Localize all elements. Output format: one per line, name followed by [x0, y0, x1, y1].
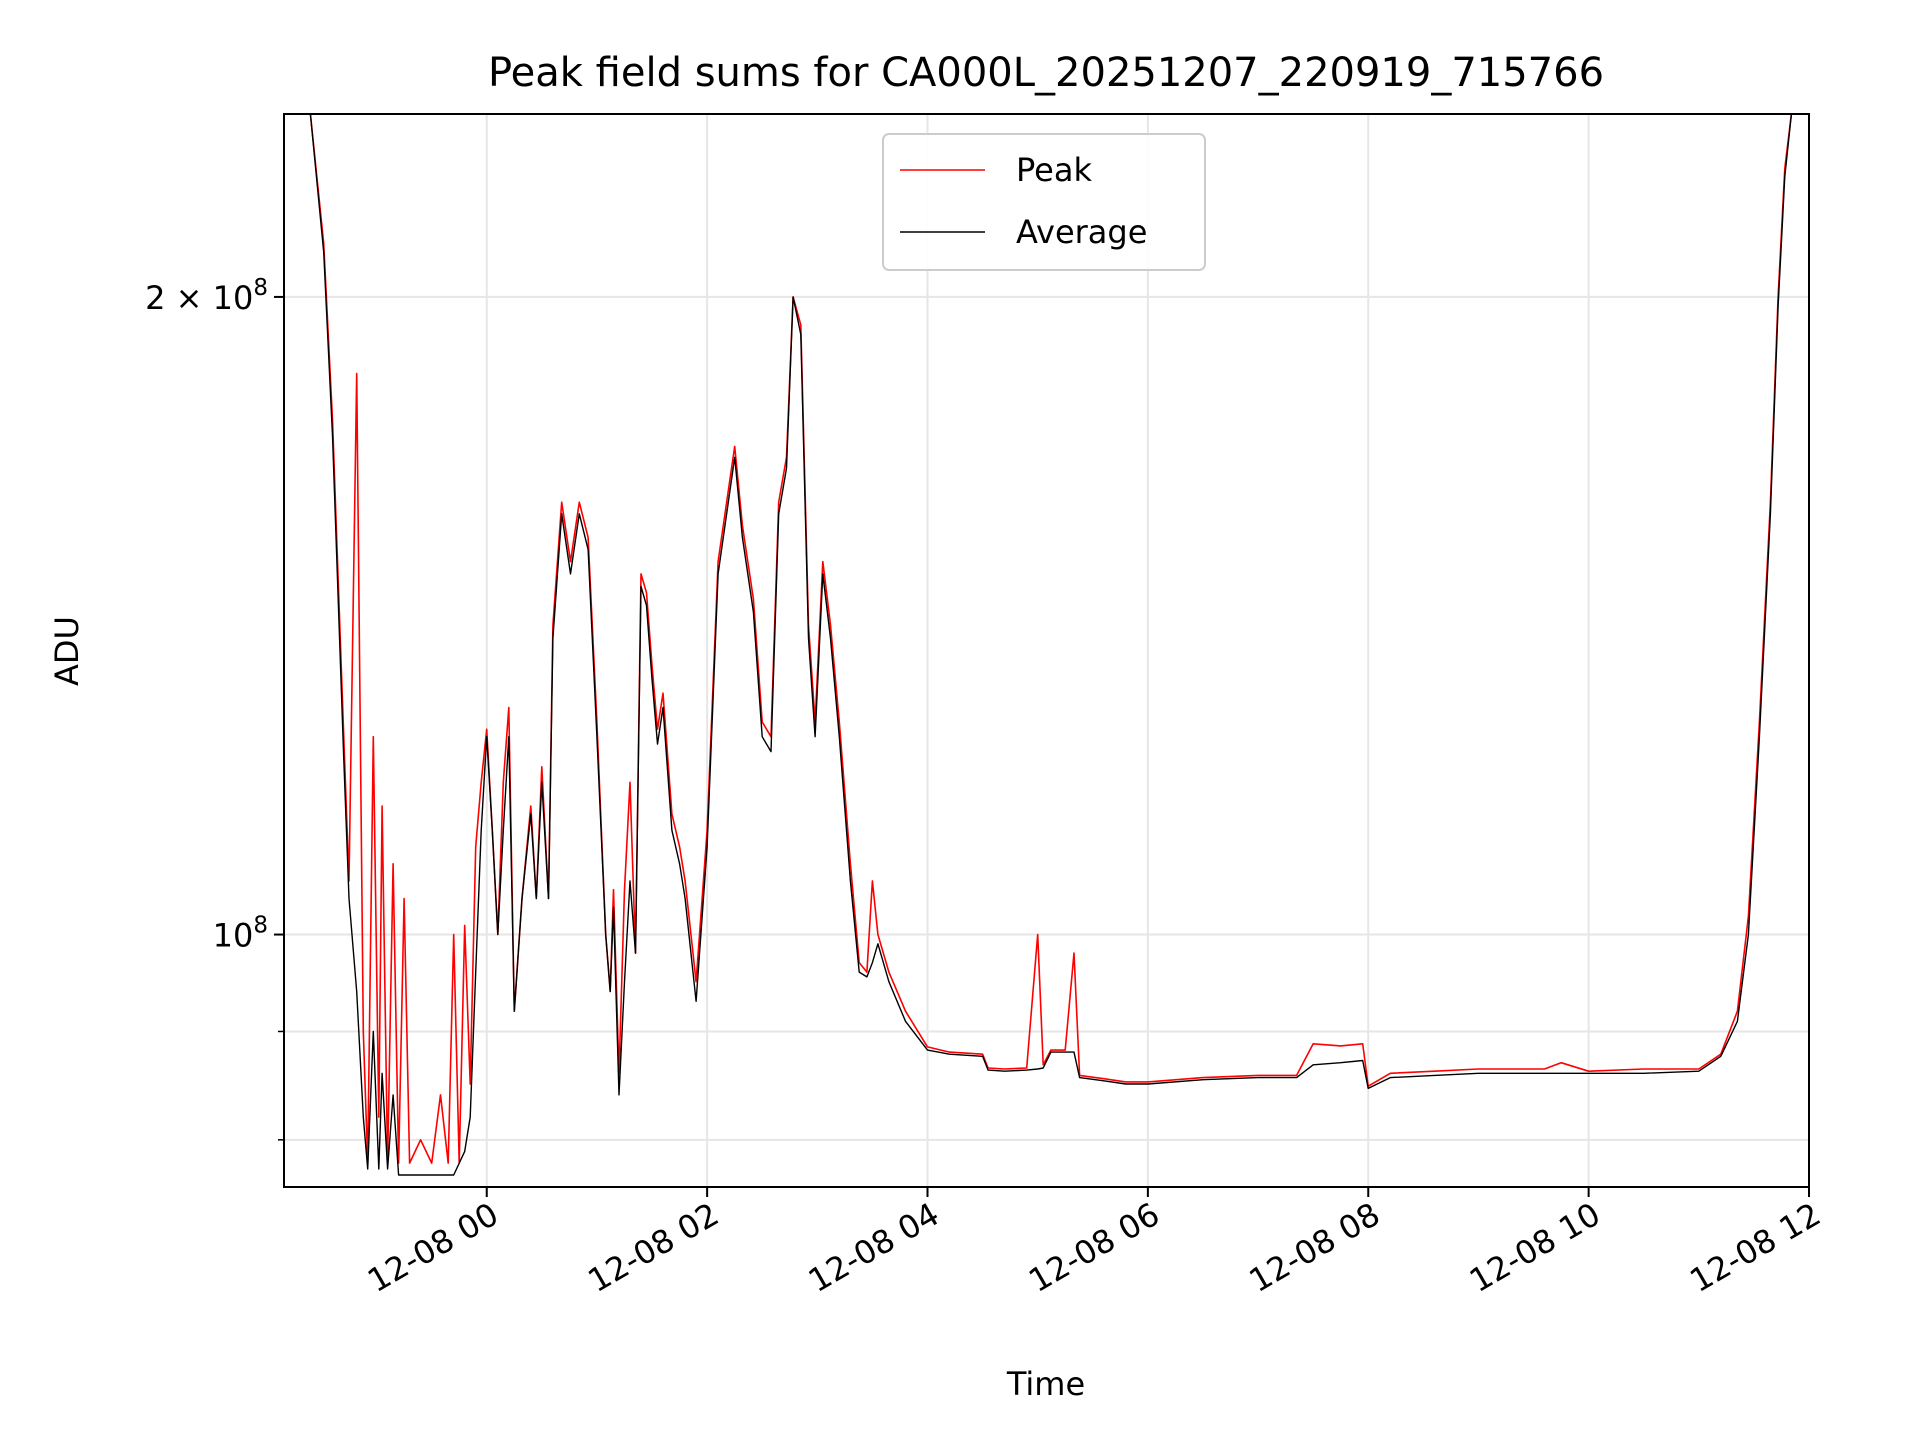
y-tick-label: 2 × 108 [145, 275, 268, 317]
y-tick-label: 108 [213, 913, 268, 955]
series-layer [284, 113, 1793, 1176]
chart-title: Peak field sums for CA000L_20251207_2209… [488, 50, 1604, 96]
x-axis-label: Time [1006, 1365, 1085, 1403]
legend-label-peak: Peak [1016, 151, 1092, 189]
plot-frame [283, 113, 1810, 1188]
legend: Peak Average [882, 133, 1206, 271]
y-axis-label: ADU [48, 616, 86, 686]
legend-box [882, 133, 1206, 271]
legend-label-average: Average [1016, 213, 1147, 251]
series-line-average [284, 113, 1793, 1176]
